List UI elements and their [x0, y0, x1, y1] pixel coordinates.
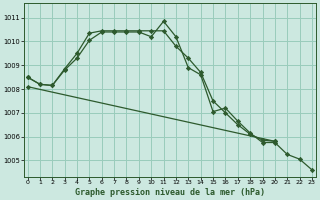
X-axis label: Graphe pression niveau de la mer (hPa): Graphe pression niveau de la mer (hPa): [75, 188, 265, 197]
